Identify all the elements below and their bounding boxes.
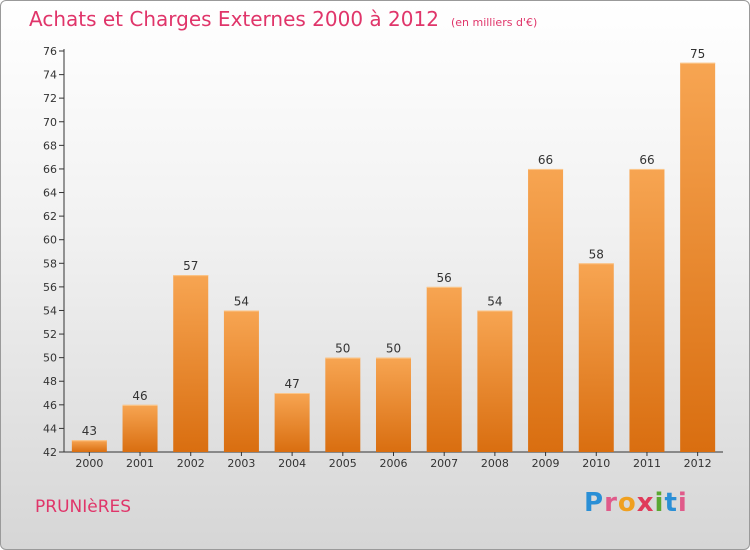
logo-letter: r — [604, 488, 618, 518]
x-tick-label: 2002 — [177, 457, 205, 470]
logo-letter: t — [664, 488, 678, 518]
data-label: 56 — [437, 271, 452, 285]
bar — [71, 440, 107, 452]
y-tick-label: 62 — [43, 210, 57, 223]
x-tick-label: 2000 — [75, 457, 103, 470]
y-tick-label: 48 — [43, 375, 57, 388]
data-label: 54 — [234, 294, 249, 308]
bar — [680, 62, 716, 452]
location-label: PRUNIèRES — [35, 497, 132, 517]
chart-layer: 42 44 46 48 50 52 54 56 58 60 62 64 66 68 70 72 74 76 43 20… — [43, 45, 723, 470]
y-tick-label: 76 — [43, 45, 57, 58]
bar — [376, 357, 411, 452]
data-label: 58 — [589, 247, 604, 261]
y-tick-label: 74 — [43, 69, 57, 82]
x-tick-label: 2004 — [278, 457, 306, 470]
chart-title: Achats et Charges Externes 2000 à 2012 — [29, 7, 439, 31]
chart-subtitle: (en milliers d'€) — [450, 16, 538, 29]
y-tick-label: 72 — [43, 92, 57, 105]
logo-letter: P — [584, 488, 605, 518]
logo-letter: i — [654, 488, 665, 518]
data-label: 54 — [487, 294, 502, 308]
x-tick-label: 2008 — [481, 457, 509, 470]
y-tick-label: 50 — [43, 352, 57, 365]
bar — [122, 404, 158, 452]
y-tick-label: 42 — [43, 446, 57, 459]
data-label: 57 — [183, 259, 198, 273]
data-label: 43 — [82, 424, 97, 438]
bar — [528, 168, 564, 453]
bar — [426, 286, 462, 452]
bar — [173, 275, 209, 452]
y-tick-label: 46 — [43, 399, 57, 412]
bar — [274, 393, 310, 452]
data-label: 46 — [132, 389, 147, 403]
logo-letter: x — [636, 488, 655, 518]
y-tick-label: 52 — [43, 328, 57, 341]
x-tick-label: 2003 — [227, 457, 255, 470]
y-tick-label: 60 — [43, 234, 57, 247]
y-tick-label: 58 — [43, 257, 57, 270]
y-tick-label: 44 — [43, 422, 57, 435]
data-label: 75 — [690, 47, 705, 61]
x-tick-label: 2011 — [633, 457, 661, 470]
data-label: 50 — [335, 342, 350, 356]
x-tick-label: 2010 — [582, 457, 610, 470]
x-tick-label: 2001 — [126, 457, 154, 470]
title-row: Achats et Charges Externes 2000 à 2012 (… — [29, 7, 537, 31]
proxiti-logo: Proxiti — [584, 488, 688, 518]
y-tick-label: 66 — [43, 163, 57, 176]
data-label: 50 — [386, 342, 401, 356]
bar — [325, 357, 361, 452]
x-tick-label: 2005 — [329, 457, 357, 470]
y-tick-label: 54 — [43, 304, 57, 317]
x-tick-label: 2012 — [684, 457, 712, 470]
y-tick-label: 56 — [43, 281, 57, 294]
data-label: 66 — [538, 153, 553, 167]
bar — [477, 310, 513, 452]
data-label: 66 — [639, 153, 654, 167]
logo-letter: o — [617, 488, 637, 518]
y-tick-label: 64 — [43, 187, 57, 200]
x-tick-label: 2007 — [430, 457, 458, 470]
bar — [223, 310, 259, 452]
logo-letter: i — [677, 488, 688, 518]
y-tick-label: 70 — [43, 116, 57, 129]
data-label: 47 — [284, 377, 299, 391]
y-tick-label: 68 — [43, 139, 57, 152]
bar — [629, 168, 665, 453]
bar — [578, 263, 614, 452]
x-tick-label: 2009 — [532, 457, 560, 470]
x-tick-label: 2006 — [380, 457, 408, 470]
